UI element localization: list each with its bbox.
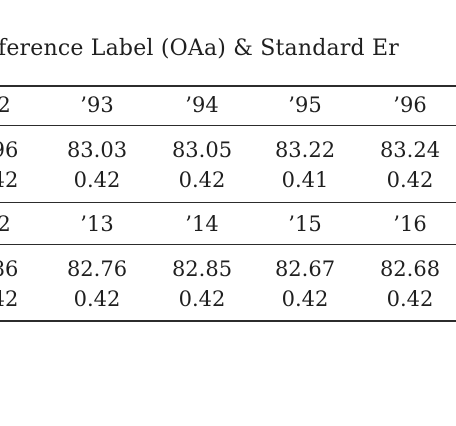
mean-cell: 82.67 <box>274 257 336 281</box>
table-bottom-rule <box>0 320 456 322</box>
header-cell: ’14 <box>185 212 219 236</box>
header-cell: ’16 <box>393 212 427 236</box>
error-cell: 0.42 <box>73 287 121 311</box>
mean-cell: 83.03 <box>66 138 128 162</box>
header-cell: ’94 <box>185 93 219 117</box>
mean-cell: 82.68 <box>379 257 441 281</box>
mean-cell: 83.24 <box>379 138 441 162</box>
mean-cell: 86 <box>0 257 19 281</box>
block2-header-rule <box>0 244 456 245</box>
mean-cell: 83.05 <box>171 138 233 162</box>
header-cell: ’15 <box>288 212 322 236</box>
error-cell: 0.42 <box>178 287 226 311</box>
mean-cell: 96 <box>0 138 19 162</box>
table-top-rule <box>0 85 456 87</box>
header-cell: ’13 <box>80 212 114 236</box>
block-separator-rule <box>0 202 456 203</box>
error-cell: 42 <box>0 168 19 192</box>
header-cell: 2 <box>0 93 11 117</box>
block1-header-rule <box>0 125 456 126</box>
error-cell: 0.42 <box>386 287 434 311</box>
error-cell: 0.41 <box>281 168 329 192</box>
error-cell: 0.42 <box>386 168 434 192</box>
mean-cell: 83.22 <box>274 138 336 162</box>
mean-cell: 82.85 <box>171 257 233 281</box>
error-cell: 42 <box>0 287 19 311</box>
error-cell: 0.42 <box>281 287 329 311</box>
error-cell: 0.42 <box>73 168 121 192</box>
header-cell: ’95 <box>288 93 322 117</box>
header-cell: 2 <box>0 212 11 236</box>
header-cell: ’93 <box>80 93 114 117</box>
header-cell: ’96 <box>393 93 427 117</box>
mean-cell: 82.76 <box>66 257 128 281</box>
table-caption: ference Label (OAa) & Standard Er <box>0 36 399 61</box>
error-cell: 0.42 <box>178 168 226 192</box>
